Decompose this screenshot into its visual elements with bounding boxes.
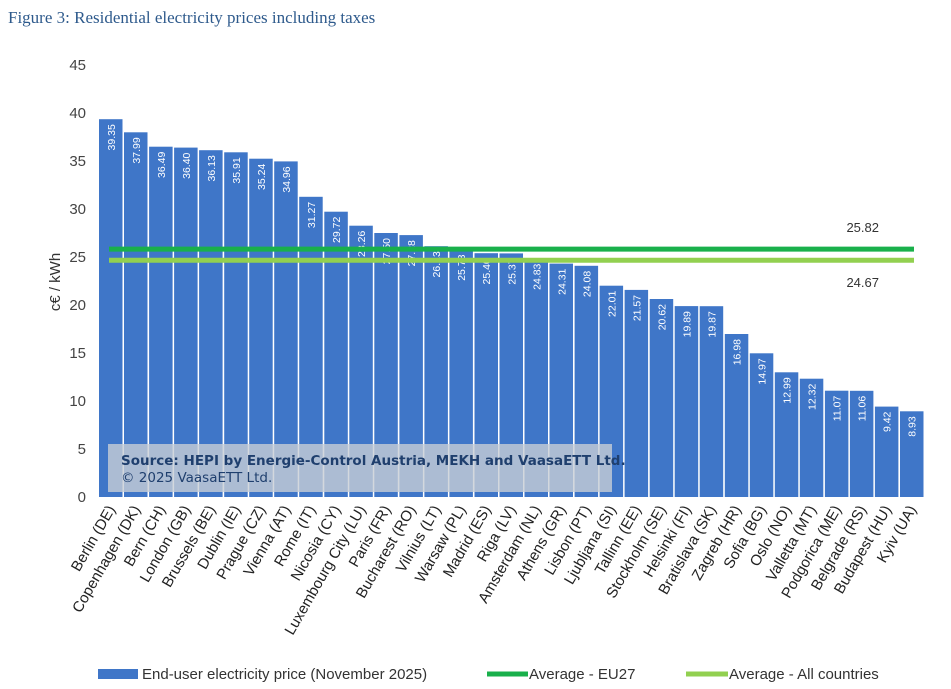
data-label: 35.91 bbox=[231, 157, 243, 183]
y-tick-label: 20 bbox=[69, 297, 86, 314]
data-label: 39.35 bbox=[106, 124, 118, 150]
data-label: 34.96 bbox=[281, 166, 293, 192]
data-label: 12.32 bbox=[807, 384, 819, 410]
y-tick-label: 40 bbox=[69, 105, 86, 122]
bar bbox=[874, 406, 899, 497]
y-tick-label: 25 bbox=[69, 249, 86, 266]
data-label: 11.07 bbox=[832, 396, 844, 422]
bars bbox=[99, 119, 924, 498]
y-tick-label: 35 bbox=[69, 153, 86, 170]
bar bbox=[424, 246, 448, 497]
bar bbox=[900, 411, 924, 497]
data-label: 24.31 bbox=[556, 268, 568, 294]
bar bbox=[649, 299, 674, 497]
bar bbox=[324, 211, 348, 497]
bar bbox=[149, 146, 173, 497]
bar bbox=[499, 253, 523, 497]
data-label: 24.08 bbox=[581, 271, 593, 297]
bar bbox=[299, 196, 323, 498]
bar bbox=[349, 225, 373, 497]
bar bbox=[574, 265, 599, 497]
data-label: 22.01 bbox=[606, 291, 618, 317]
bar bbox=[849, 390, 874, 497]
legend-swatch-price bbox=[98, 669, 138, 679]
data-label: 9.42 bbox=[882, 411, 894, 432]
eu27-average-label: 25.82 bbox=[846, 220, 879, 235]
y-axis-label: c€ / kWh bbox=[47, 253, 64, 311]
legend-label-eu27: Average - EU27 bbox=[529, 666, 635, 683]
bar bbox=[824, 390, 849, 497]
y-tick-label: 5 bbox=[78, 441, 86, 458]
bar bbox=[274, 161, 298, 497]
bar bbox=[524, 258, 548, 497]
legend-label-all: Average - All countries bbox=[729, 666, 879, 683]
bar bbox=[174, 147, 198, 497]
data-label: 14.97 bbox=[757, 358, 769, 384]
bar bbox=[399, 235, 423, 497]
average-lines: 25.82 24.67 bbox=[109, 220, 914, 290]
data-label: 21.57 bbox=[631, 295, 643, 321]
y-tick-label: 30 bbox=[69, 201, 86, 218]
data-label: 37.99 bbox=[131, 137, 143, 163]
figure-title: Figure 3: Residential electricity prices… bbox=[8, 8, 376, 27]
source-box: Source: HEPI by Energie-Control Austria,… bbox=[108, 444, 626, 492]
bar bbox=[549, 263, 573, 497]
bar bbox=[674, 306, 699, 497]
data-label: 36.49 bbox=[156, 152, 168, 178]
bar bbox=[224, 152, 248, 498]
data-label: 19.87 bbox=[707, 311, 719, 337]
data-label: 36.40 bbox=[181, 152, 193, 178]
data-label: 36.13 bbox=[206, 155, 218, 181]
data-label: 24.83 bbox=[531, 263, 543, 289]
data-label: 20.62 bbox=[656, 304, 668, 330]
data-label: 26.13 bbox=[431, 251, 443, 277]
copyright-text: © 2025 VaasaETT Ltd. bbox=[121, 470, 272, 486]
bar bbox=[724, 334, 749, 497]
category-labels: Berlin (DE)Copenhagen (DK)Bern (CH)Londo… bbox=[68, 502, 920, 638]
data-label: 29.72 bbox=[331, 217, 343, 243]
data-label: 12.99 bbox=[782, 377, 794, 403]
data-label: 8.93 bbox=[907, 416, 919, 437]
y-axis-ticks: 0 5 10 15 20 25 30 35 40 45 bbox=[69, 57, 86, 506]
bar bbox=[249, 158, 273, 497]
data-label: 11.06 bbox=[857, 396, 869, 422]
bar bbox=[449, 249, 473, 497]
bar bbox=[474, 253, 498, 497]
y-tick-label: 45 bbox=[69, 57, 86, 74]
y-tick-label: 10 bbox=[69, 393, 86, 410]
bar bbox=[699, 306, 724, 497]
data-label: 28.26 bbox=[356, 231, 368, 257]
data-label: 25.40 bbox=[481, 258, 493, 284]
bar bbox=[99, 119, 123, 497]
data-label: 19.89 bbox=[682, 311, 694, 337]
y-tick-label: 15 bbox=[69, 345, 86, 362]
data-label: 25.37 bbox=[506, 258, 518, 284]
bar bbox=[774, 372, 799, 497]
legend: End-user electricity price (November 202… bbox=[98, 666, 879, 683]
data-label: 31.27 bbox=[306, 202, 318, 228]
all-countries-average-label: 24.67 bbox=[846, 275, 879, 290]
bar bbox=[124, 132, 148, 498]
y-tick-label: 0 bbox=[78, 489, 86, 506]
bar bbox=[749, 353, 774, 497]
bar bbox=[199, 150, 223, 497]
bar bbox=[799, 378, 824, 497]
bar bbox=[374, 233, 398, 497]
data-label: 35.24 bbox=[256, 164, 268, 190]
bar bbox=[624, 289, 649, 497]
source-text: Source: HEPI by Energie-Control Austria,… bbox=[121, 453, 626, 469]
data-label: 16.98 bbox=[732, 339, 744, 365]
legend-label-price: End-user electricity price (November 202… bbox=[142, 666, 427, 683]
